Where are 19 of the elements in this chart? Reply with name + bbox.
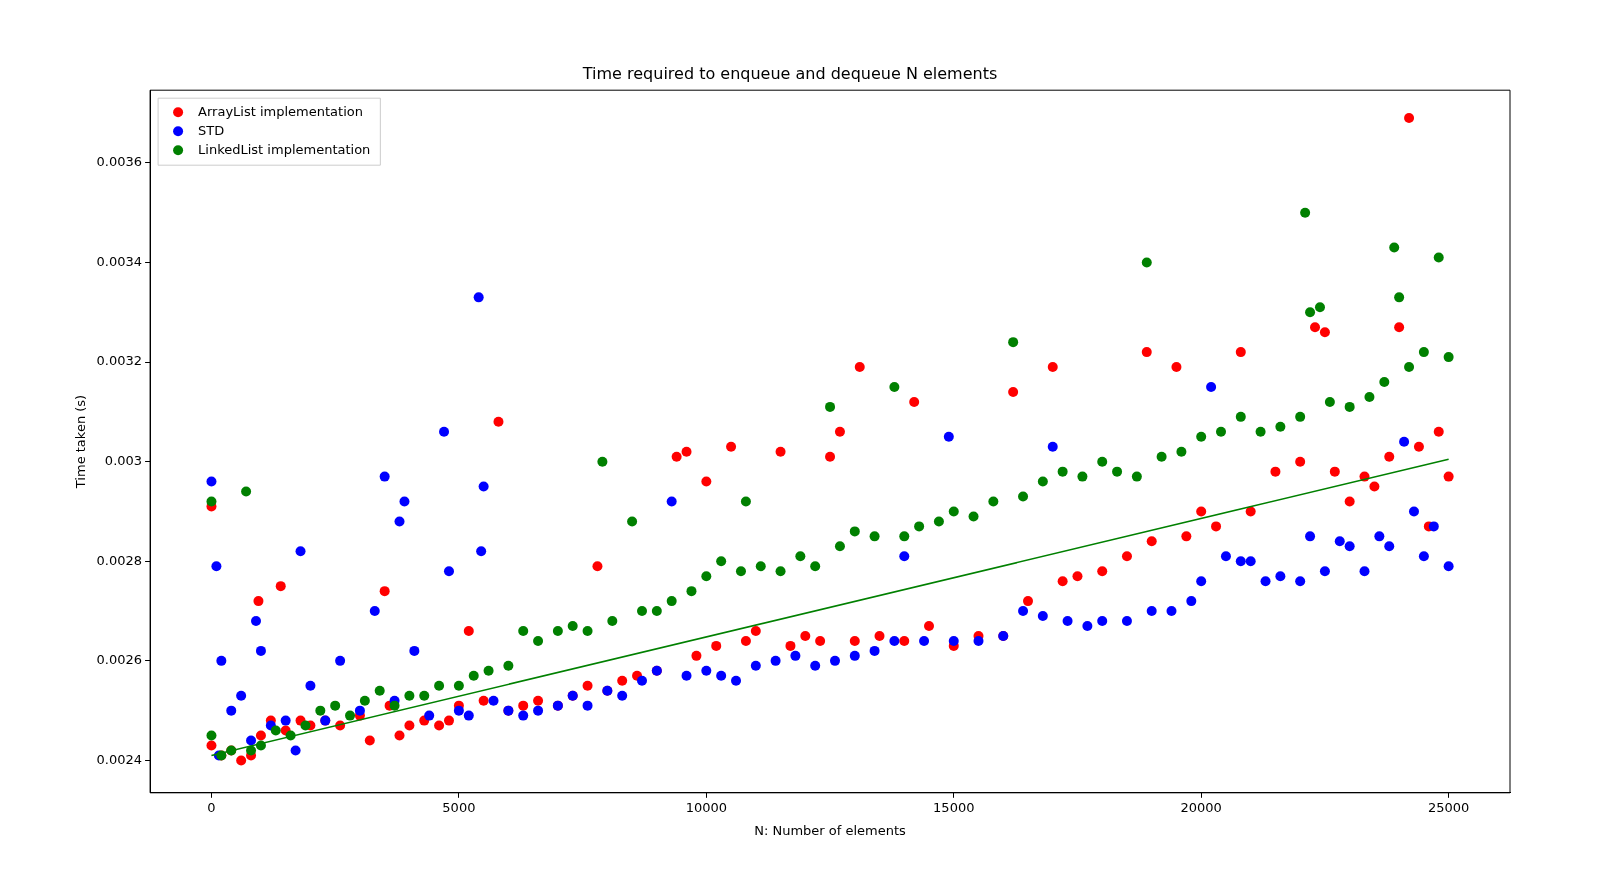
legend-label: STD (198, 122, 225, 138)
y-tick-label: 0.0034 (96, 253, 143, 269)
x-tick-label: 5000 (442, 799, 476, 815)
y-tick-label: 0.0032 (96, 353, 143, 369)
y-tick-label: 0.0028 (96, 552, 143, 568)
y-axis-title: Time taken (s) (73, 394, 89, 490)
y-tick-label: 0.0024 (96, 751, 143, 767)
x-tick-label: 15000 (933, 799, 975, 815)
x-tick-label: 0 (207, 799, 216, 815)
chart-title: Time required to enqueue and dequeue N elements (581, 63, 998, 83)
x-tick-label: 20000 (1180, 799, 1222, 815)
legend-label: LinkedList implementation (198, 141, 371, 157)
x-tick-label: 10000 (685, 799, 727, 815)
y-tick-label: 0.003 (104, 453, 143, 469)
y-tick-label: 0.0026 (96, 652, 143, 668)
y-tick-label: 0.0036 (96, 154, 143, 170)
x-tick-label: 25000 (1427, 799, 1470, 815)
x-axis-title: N: Number of elements (754, 822, 907, 838)
legend-label: ArrayList implementation (198, 103, 363, 119)
